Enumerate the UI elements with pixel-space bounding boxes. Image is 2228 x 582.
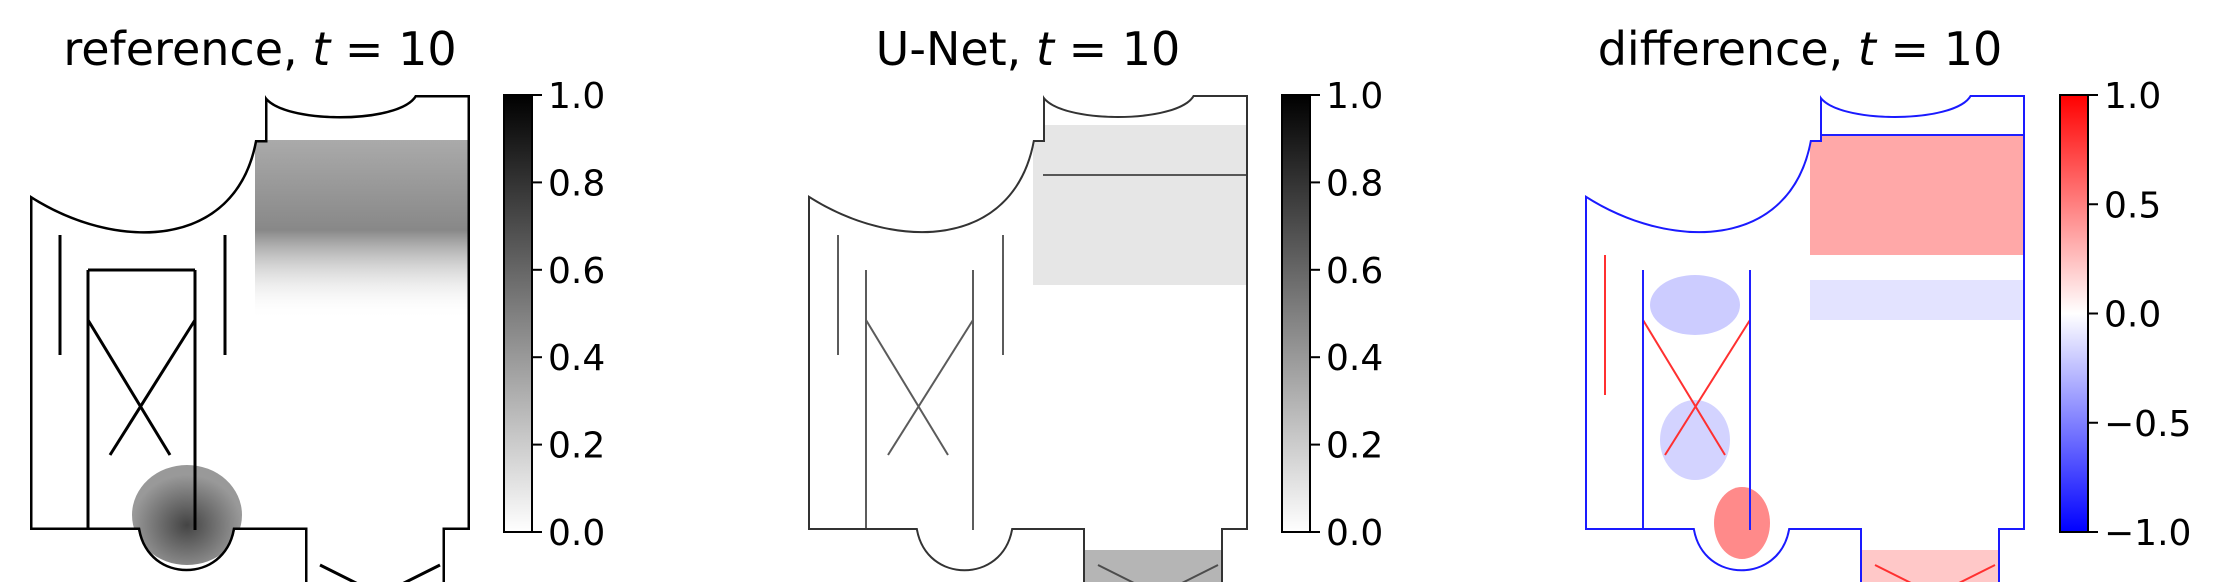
panel-reference: reference, t = 10 xyxy=(30,22,605,582)
colorbar-ticks-difference: −1.0 −0.5 0.0 0.5 1.0 xyxy=(2088,76,2191,554)
colorbar-tick-label: −1.0 xyxy=(2104,513,2191,554)
panel-difference: difference, t = 10 xyxy=(1585,22,2191,582)
heatmap-reference xyxy=(30,95,470,582)
colorbar-tick-label: 0.0 xyxy=(2104,295,2161,336)
colorbar-tick-label: 1.0 xyxy=(548,76,605,117)
colorbar-tick-label: 0.0 xyxy=(1326,513,1383,554)
title-difference: difference, t = 10 xyxy=(1598,22,2003,76)
colorbar-unet: 0.0 0.2 0.4 0.6 0.8 1.0 xyxy=(1281,76,1383,554)
title-unet: U-Net, t = 10 xyxy=(876,22,1181,76)
panel-unet: U-Net, t = 10 xyxy=(808,22,1383,582)
colorbar-tick-label: 0.8 xyxy=(1326,163,1383,204)
colorbar-tick-label: 0.2 xyxy=(1326,426,1383,467)
colorbar-tick-label: 0.6 xyxy=(1326,251,1383,292)
colorbar-ticks-reference: 0.0 0.2 0.4 0.6 0.8 1.0 xyxy=(532,76,605,554)
colorbar-tick-label: 0.5 xyxy=(2104,185,2161,226)
heatmap-unet xyxy=(808,95,1248,582)
colorbar-tick-label: 1.0 xyxy=(2104,76,2161,117)
colorbar-tick-label: 0.0 xyxy=(548,513,605,554)
colorbar-ticks-unet: 0.0 0.2 0.4 0.6 0.8 1.0 xyxy=(1310,76,1383,554)
colorbar-tick-label: 0.4 xyxy=(1326,338,1383,379)
colorbar-tick-label: 0.8 xyxy=(548,163,605,204)
colorbar-tick-label: 0.4 xyxy=(548,338,605,379)
heatmap-difference xyxy=(1585,95,2025,582)
colorbar-tick-label: 0.6 xyxy=(548,251,605,292)
colorbar-difference: −1.0 −0.5 0.0 0.5 1.0 xyxy=(2059,76,2191,554)
title-reference: reference, t = 10 xyxy=(63,22,456,76)
colorbar-tick-label: −0.5 xyxy=(2104,404,2191,445)
colorbar-reference: 0.0 0.2 0.4 0.6 0.8 1.0 xyxy=(503,76,605,554)
colorbar-tick-label: 1.0 xyxy=(1326,76,1383,117)
colorbar-tick-label: 0.2 xyxy=(548,426,605,467)
